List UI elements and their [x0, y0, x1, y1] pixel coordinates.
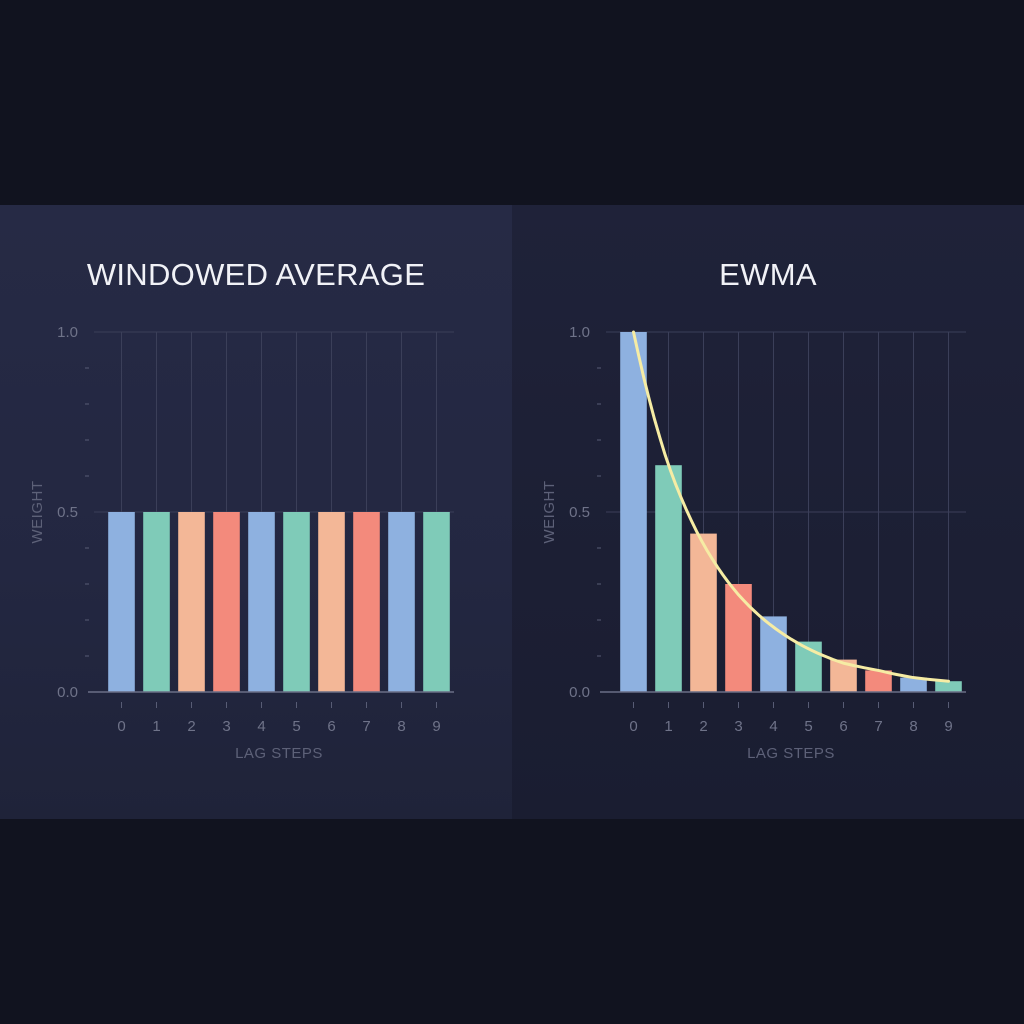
bar-lag-1 [655, 465, 682, 692]
x-tick-label: 9 [944, 718, 952, 735]
chart-band: WINDOWED AVERAGE 0.0 0.5 1.0 0 1 2 3 4 5 6 7 8 9 LAG … [0, 205, 1024, 819]
bar-lag-9 [935, 681, 962, 692]
x-tick-label: 8 [909, 718, 917, 735]
x-tick-label: 9 [432, 718, 440, 735]
x-tick-label: 2 [187, 718, 195, 735]
x-axis-label: LAG STEPS [235, 745, 323, 762]
y-tick-label: 0.0 [57, 684, 78, 701]
ewma-panel: EWMA 0.0 0.5 1.0 0 1 2 3 4 5 6 7 8 9 LAG STEPS WEIGHT [512, 205, 1024, 819]
windowed-average-title: WINDOWED AVERAGE [86, 257, 426, 292]
bar-lag-1 [143, 512, 170, 692]
ewma-title: EWMA [719, 257, 817, 292]
x-axis-label: LAG STEPS [747, 745, 835, 762]
bar-lag-0 [620, 332, 647, 692]
bar-lag-3 [725, 584, 752, 692]
bar-lag-2 [178, 512, 205, 692]
y-tick-label: 0.0 [569, 684, 590, 701]
x-tick-label: 0 [117, 718, 125, 735]
bar-lag-6 [318, 512, 345, 692]
bar-lag-5 [283, 512, 310, 692]
bar-lag-4 [248, 512, 275, 692]
decay-curve [632, 330, 950, 683]
x-tick-label: 2 [699, 718, 707, 735]
bar-lag-8 [388, 512, 415, 692]
x-tick-label: 3 [222, 718, 230, 735]
x-tick-label: 6 [839, 718, 847, 735]
x-tick-label: 1 [152, 718, 160, 735]
y-tick-label: 0.5 [57, 504, 78, 521]
x-tick-label: 4 [257, 718, 265, 735]
bar-lag-3 [213, 512, 240, 692]
y-axis-label: WEIGHT [541, 481, 558, 544]
x-tick-label: 4 [769, 718, 777, 735]
x-tick-label: 7 [874, 718, 882, 735]
x-tick-label: 8 [397, 718, 405, 735]
bar-lag-9 [423, 512, 450, 692]
y-axis-label: WEIGHT [29, 481, 46, 544]
bar-lag-0 [108, 512, 135, 692]
x-tick-label: 1 [664, 718, 672, 735]
x-tick-label: 3 [734, 718, 742, 735]
windowed-average-chart: 0.0 0.5 1.0 0 1 2 3 4 5 6 7 8 9 LAG STEPS WEIGHT [29, 324, 454, 762]
ewma-chart: 0.0 0.5 1.0 0 1 2 3 4 5 6 7 8 9 LAG STEPS WEIGHT [541, 324, 966, 762]
x-tick-label: 7 [362, 718, 370, 735]
y-tick-label: 0.5 [569, 504, 590, 521]
x-tick-label: 6 [327, 718, 335, 735]
bar-lag-8 [900, 677, 927, 692]
x-tick-label: 0 [629, 718, 637, 735]
y-tick-label: 1.0 [569, 324, 590, 341]
bar-lag-7 [865, 670, 892, 692]
x-tick-label: 5 [804, 718, 812, 735]
windowed-average-panel: WINDOWED AVERAGE 0.0 0.5 1.0 0 1 2 3 4 5 6 7 8 9 LAG … [0, 205, 512, 819]
x-tick-label: 5 [292, 718, 300, 735]
bar-lag-7 [353, 512, 380, 692]
y-tick-label: 1.0 [57, 324, 78, 341]
